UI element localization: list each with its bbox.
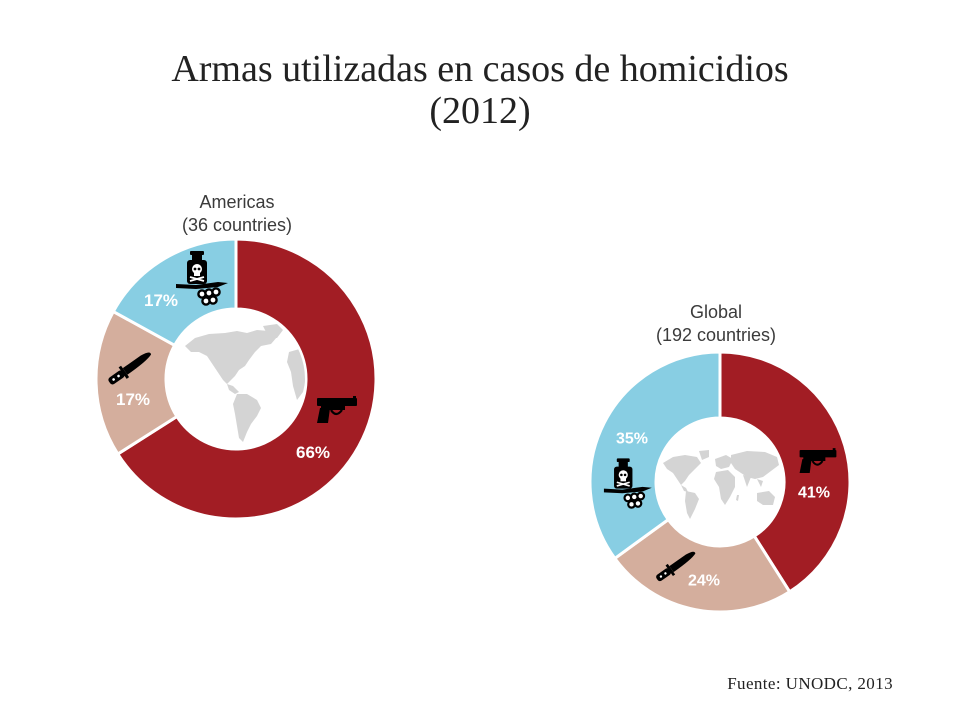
donut-slice [94,309,179,457]
global-chart-heading: Global (192 countries) [606,301,826,347]
dagger-icon [603,486,652,494]
americas-chart-heading: Americas (36 countries) [127,191,347,237]
bottle-icon [187,251,207,284]
poison-bottle-icon [176,251,228,306]
chart-subtitle: (36 countries) [181,215,293,235]
pistol-icon [799,448,837,473]
world-map-icon [663,450,779,519]
dagger-icon [176,282,228,289]
world-map-americas-icon [185,324,305,442]
slice-value-label: 35% [616,431,648,448]
slice-value-label: 24% [688,573,720,590]
chart-subtitle: (192 countries) [655,325,777,345]
bottle-icon [614,458,633,489]
chart-title: Americas [199,192,275,212]
slice-value-label: 66% [296,443,330,462]
donut-slice [588,350,722,561]
donut-slices [588,350,852,614]
donut-slice [115,237,378,521]
slide-title: Armas utilizadas en casos de homicidios … [0,48,960,132]
knife-icon [656,551,696,582]
donut-slice [612,517,792,614]
slice-value-label: 17% [116,390,150,409]
brass-knuckles-icon [623,491,646,509]
americas-donut-chart: 66% 17% 17% [94,237,378,521]
slide-title-line-1: Armas utilizadas en casos de homicidios [171,48,789,90]
poison-bottle-icon [603,458,652,509]
donut-slice [718,350,852,594]
slice-value-label: 41% [798,485,830,502]
brass-knuckles-icon [197,287,221,306]
pistol-icon [317,396,357,423]
chart-title: Global [689,302,743,322]
slice-value-label: 17% [144,291,178,310]
donut-slices [94,237,378,521]
knife-icon [108,352,152,385]
global-donut-chart: 41% 24% 35% [588,350,852,614]
source-note: Fuente: UNODC, 2013 [727,674,893,693]
slide-title-line-2: (2012) [429,90,531,132]
